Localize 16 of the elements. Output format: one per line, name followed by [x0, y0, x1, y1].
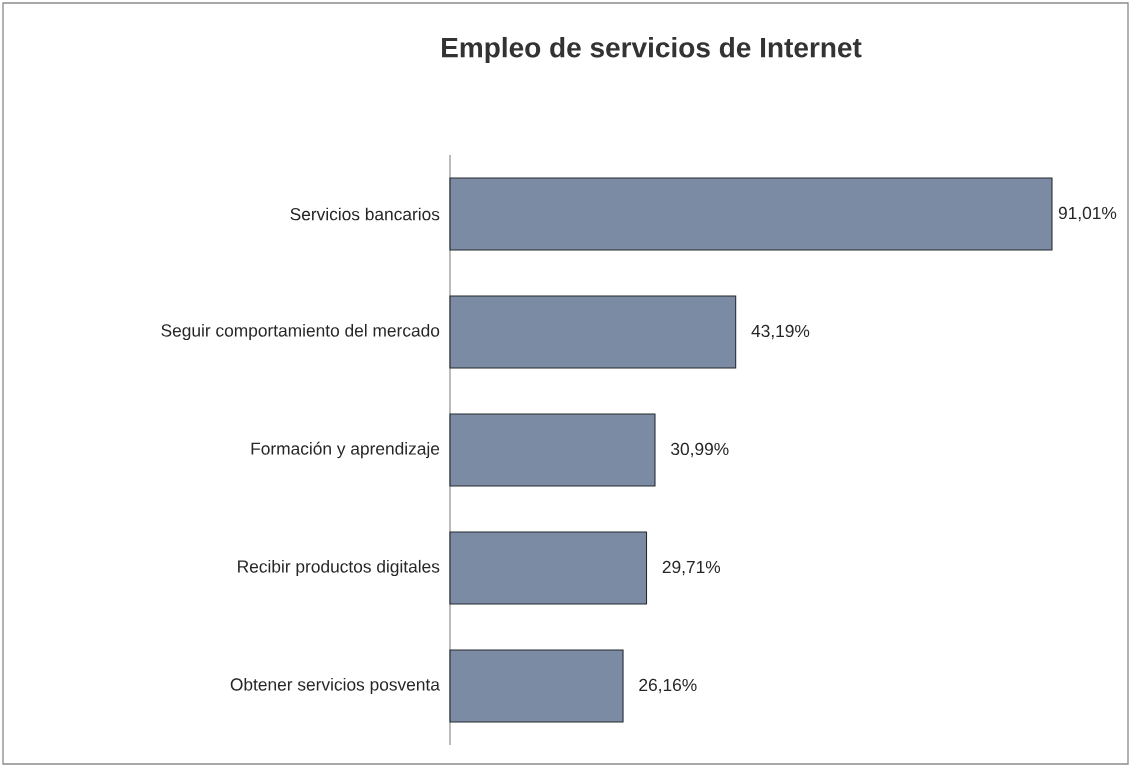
data-label: 26,16%: [639, 678, 697, 694]
data-label: 30,99%: [671, 442, 729, 458]
data-label: 91,01%: [1058, 206, 1117, 222]
bar: [449, 649, 624, 723]
y-tick-label: Seguir comportamiento del mercado: [161, 323, 440, 341]
bar: [449, 295, 737, 369]
bar: [449, 177, 1053, 251]
bar: [449, 531, 648, 605]
y-tick-label: Recibir productos digitales: [238, 559, 440, 577]
y-tick-label: Servicios bancarios: [290, 207, 440, 221]
data-label: 43,19%: [751, 324, 810, 340]
bar: [449, 413, 656, 487]
data-label: 29,71%: [662, 560, 721, 576]
y-tick-label: Formación y aprendizaje: [251, 441, 440, 459]
chart-title: Empleo de servicios de Internet: [442, 36, 862, 64]
y-tick-label: Obtener servicios posventa: [230, 677, 440, 695]
